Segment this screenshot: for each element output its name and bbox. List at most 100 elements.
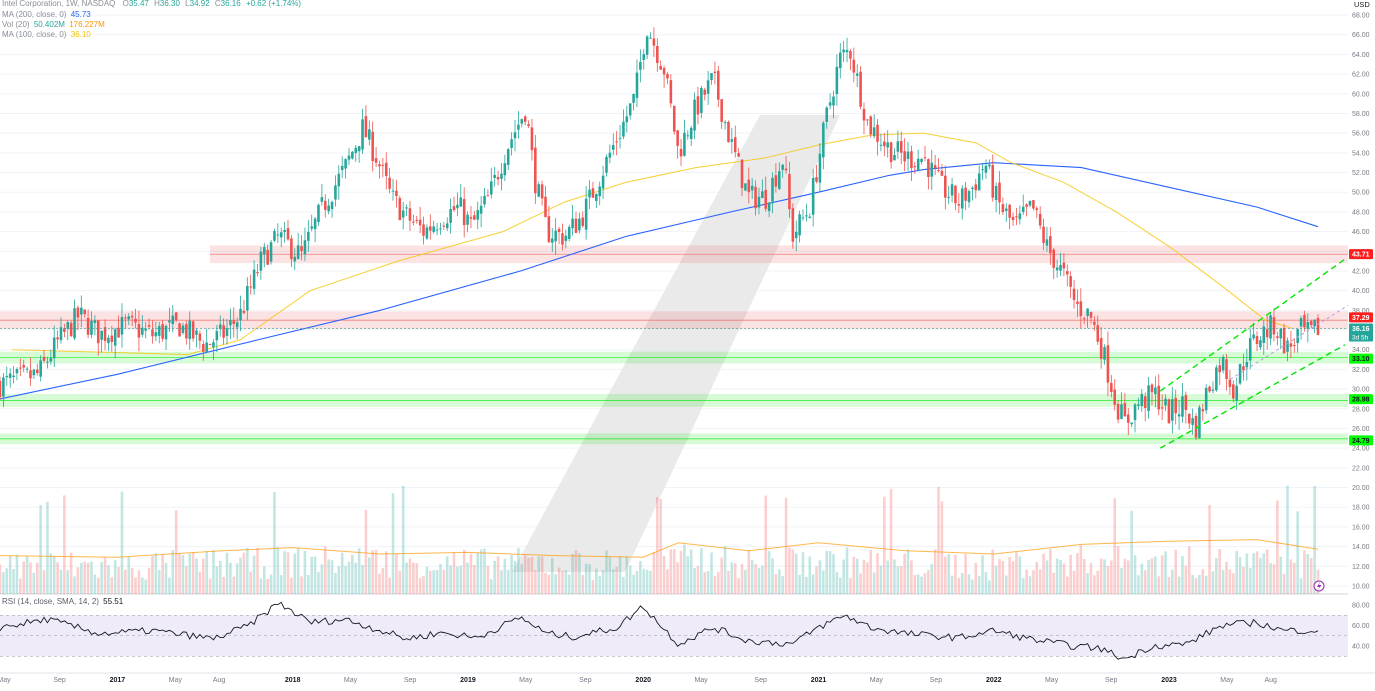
volume-bar	[371, 550, 374, 594]
volume-bar	[418, 578, 422, 594]
candle-body	[727, 121, 730, 143]
volume-bar	[422, 576, 425, 594]
candle-body	[229, 320, 232, 326]
volume-bar	[1157, 576, 1161, 594]
candle-body	[669, 80, 673, 104]
channel-lower	[1159, 344, 1346, 449]
candle-body	[537, 184, 541, 197]
candle-body	[561, 233, 564, 245]
candle-body	[988, 164, 991, 167]
candle-body	[412, 221, 415, 223]
time-tick: May	[0, 677, 11, 684]
price-tick: 54.00	[1352, 150, 1370, 157]
volume-bar	[622, 576, 625, 594]
candle-body	[422, 224, 425, 236]
watermark-logo	[512, 115, 840, 572]
ma200-legend[interactable]: MA (200, close, 0) 45.73	[2, 10, 91, 19]
volume-legend[interactable]: Vol (20) 50.402M 176.227M	[2, 20, 105, 29]
candle-body	[185, 324, 188, 339]
candle-body	[1045, 239, 1049, 246]
volume-bar	[906, 549, 910, 594]
volume-bar	[988, 580, 991, 594]
volume-bar	[80, 562, 83, 594]
candle-body	[313, 218, 317, 230]
candle-body	[798, 214, 801, 236]
candle-body	[1025, 204, 1028, 207]
price-change: +0.62 (+1.74%)	[245, 0, 302, 8]
lightning-icon	[1313, 580, 1325, 592]
volume-bar	[947, 553, 950, 594]
candle-body	[391, 190, 395, 192]
volume-bar	[899, 566, 903, 594]
candle-body	[25, 368, 29, 370]
volume-bar	[1289, 559, 1293, 594]
candle-body	[1160, 407, 1164, 409]
price-tick: 40.00	[1352, 288, 1370, 295]
candle-body	[1099, 338, 1103, 359]
candle-body	[940, 170, 944, 176]
volume-bar	[618, 556, 622, 594]
volume-bar	[818, 560, 822, 594]
volume-bar	[1089, 563, 1093, 594]
time-tick: Aug	[213, 677, 226, 684]
volume-bar	[639, 560, 642, 594]
candle-body	[832, 96, 835, 106]
candle-body	[1038, 213, 1042, 226]
volume-bar	[883, 496, 886, 594]
candle-body	[1265, 329, 1269, 338]
candle-body	[212, 342, 215, 348]
candle-body	[666, 73, 669, 79]
candle-body	[357, 146, 361, 152]
time-tick: 2018	[285, 677, 301, 684]
candle-body	[977, 173, 981, 191]
candle-body	[693, 99, 696, 131]
candle-body	[1130, 422, 1133, 425]
candle-body	[42, 356, 46, 361]
rsi-legend[interactable]: RSI (14, close, SMA, 14, 2) 55.51	[2, 597, 123, 606]
candle-body	[1086, 308, 1089, 316]
volume-bar	[1042, 553, 1045, 594]
volume-bar	[310, 556, 313, 594]
candle-body	[1177, 414, 1181, 417]
ma100-legend[interactable]: MA (100, close, 0) 36.10	[2, 30, 91, 39]
candle-body	[2, 377, 5, 397]
candle-body	[733, 137, 737, 153]
volume-bar	[52, 555, 56, 594]
volume-bar	[540, 556, 544, 594]
volume-bar	[625, 556, 629, 594]
candle-body	[500, 173, 503, 179]
volume-bar	[1021, 578, 1025, 594]
volume-bar	[730, 562, 734, 594]
volume-bar	[896, 566, 900, 594]
candle-body	[927, 159, 930, 178]
volume-bar	[1140, 563, 1144, 594]
candle-body	[232, 320, 236, 324]
candle-body	[777, 171, 781, 189]
volume-bar	[513, 560, 517, 594]
candle-body	[300, 246, 303, 252]
candle-body	[73, 308, 76, 339]
volume-bar	[544, 572, 547, 594]
candle-body	[845, 49, 849, 53]
candle-body	[1296, 329, 1299, 344]
price-tick: 24.00	[1352, 446, 1370, 453]
candle-body	[29, 370, 32, 379]
time-tick: May	[1045, 677, 1059, 684]
candle-body	[235, 322, 239, 328]
volume-bar	[340, 552, 344, 594]
volume-bar	[32, 572, 36, 594]
candle-body	[1076, 301, 1079, 304]
candle-body	[1262, 326, 1266, 343]
price-badge	[1349, 394, 1373, 405]
volume-bar	[656, 496, 659, 594]
volume-bar	[1096, 570, 1100, 594]
candle-body	[683, 132, 686, 156]
volume-bar	[252, 555, 256, 594]
candle-body	[1194, 415, 1198, 438]
volume-bar	[330, 560, 334, 594]
volume-bar	[835, 571, 839, 594]
candle-body	[696, 96, 700, 115]
rsi-pane	[0, 601, 1348, 660]
